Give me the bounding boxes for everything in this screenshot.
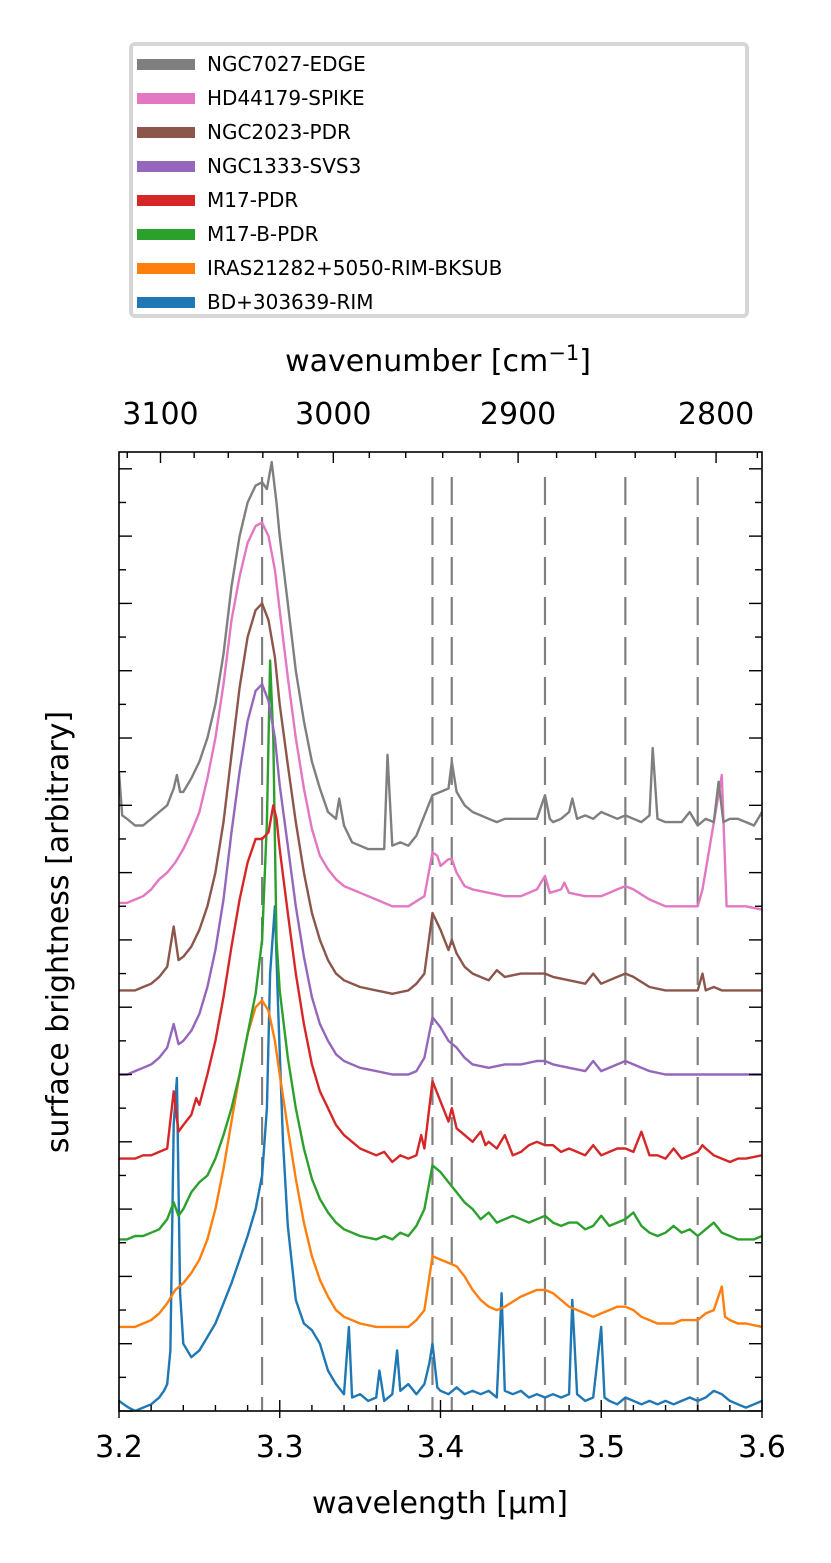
legend-label: HD44179-SPIKE	[207, 86, 365, 110]
x-tick-label: 3.3	[256, 1430, 304, 1465]
top-tick-label: 3100	[122, 397, 198, 432]
legend-swatch	[137, 296, 195, 308]
legend-swatch	[137, 262, 195, 274]
tick-marks	[118, 452, 763, 1418]
tick-labels: 3.2 3.3 3.4 3.5 3.6 3100 3000 2900 2800	[95, 397, 786, 1465]
series-line-ngc1333-svs3	[119, 683, 762, 1076]
top-axis-title-sup: −1	[548, 341, 579, 365]
series-line-ngc2023-pdr	[119, 602, 762, 995]
legend-label: M17-PDR	[207, 188, 299, 212]
top-axis-title: wavenumber [cm−1]	[285, 341, 591, 379]
legend-label: NGC1333-SVS3	[207, 154, 362, 178]
reference-lines	[260, 477, 699, 1411]
top-axis-title-base: wavenumber [cm	[285, 344, 548, 379]
legend-label: NGC7027-EDGE	[207, 52, 366, 76]
x-tick-label: 3.2	[95, 1430, 143, 1465]
y-axis-title: surface brightness [arbitrary]	[41, 711, 76, 1153]
series-line-ngc7027-edge	[119, 460, 762, 851]
legend-item: NGC7027-EDGE	[133, 52, 366, 76]
x-axis-title: wavelength [µm]	[312, 1486, 568, 1521]
top-axis-title-end: ]	[579, 344, 591, 379]
legend-swatch	[137, 228, 195, 240]
legend-item: IRAS21282+5050-RIM-BKSUB	[133, 256, 502, 280]
x-tick-label: 3.5	[577, 1430, 625, 1465]
series-line-m17-b-pdr	[119, 659, 762, 1241]
series-layer	[119, 460, 762, 1411]
top-tick-label: 2800	[678, 397, 754, 432]
legend: NGC7027-EDGE HD44179-SPIKE NGC2023-PDR NGC1…	[129, 42, 749, 318]
legend-label: IRAS21282+5050-RIM-BKSUB	[207, 256, 503, 280]
legend-swatch	[137, 126, 195, 138]
legend-label: M17-B-PDR	[207, 222, 319, 246]
legend-swatch	[137, 160, 195, 172]
top-tick-label: 3000	[295, 397, 371, 432]
series-line-bd-303639-rim	[119, 905, 762, 1411]
top-tick-label: 2900	[480, 397, 556, 432]
legend-item: NGC1333-SVS3	[133, 154, 361, 178]
legend-item: NGC2023-PDR	[133, 120, 351, 144]
legend-item: M17-B-PDR	[133, 222, 319, 246]
series-line-m17-pdr	[119, 804, 762, 1164]
series-line-iras21282-5050-rim-bksub	[119, 999, 762, 1329]
legend-swatch	[137, 194, 195, 206]
legend-label: NGC2023-PDR	[207, 120, 351, 144]
legend-item: BD+303639-RIM	[133, 290, 374, 314]
x-tick-label: 3.6	[738, 1430, 786, 1465]
legend-item: M17-PDR	[133, 188, 298, 212]
series-line-hd44179-spike	[119, 521, 762, 911]
legend-swatch	[137, 92, 195, 104]
legend-item: HD44179-SPIKE	[133, 86, 365, 110]
legend-swatch	[137, 58, 195, 70]
legend-label: BD+303639-RIM	[207, 290, 374, 314]
x-tick-label: 3.4	[417, 1430, 465, 1465]
